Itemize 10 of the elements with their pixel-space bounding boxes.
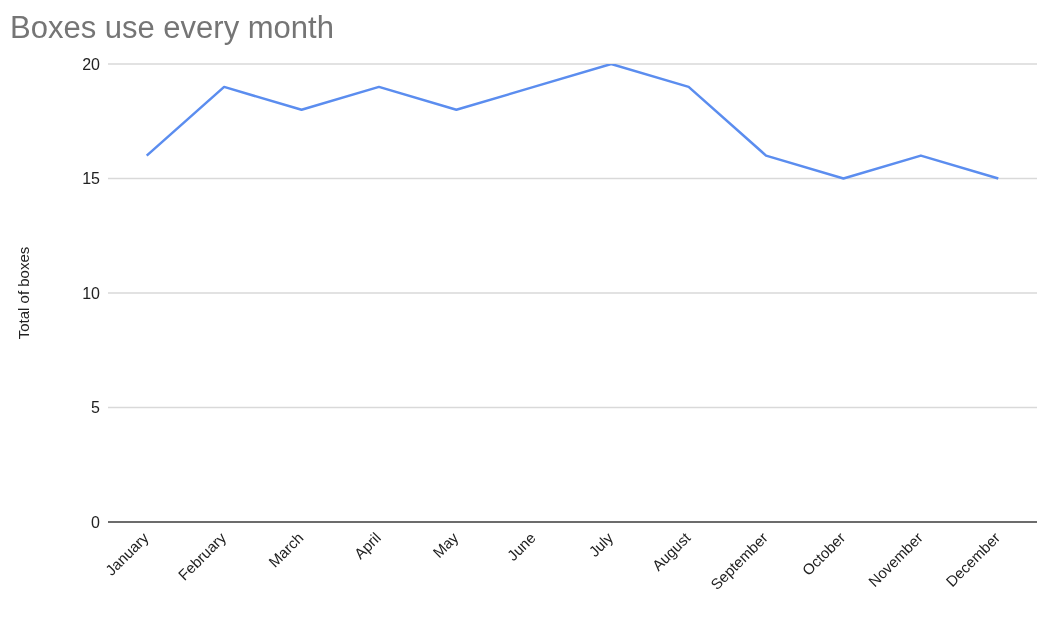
y-tick-label: 0 <box>91 513 101 531</box>
x-tick-label: May <box>429 528 462 561</box>
y-tick-label: 20 <box>82 55 101 73</box>
y-tick-label: 15 <box>82 170 101 188</box>
y-tick-label: 5 <box>91 399 101 417</box>
y-axis-title: Total of boxes <box>15 246 33 340</box>
chart-title: Boxes use every month <box>9 9 335 47</box>
y-tick-label: 10 <box>82 284 101 302</box>
x-tick-label: July <box>585 528 617 560</box>
line-series <box>145 64 1000 180</box>
